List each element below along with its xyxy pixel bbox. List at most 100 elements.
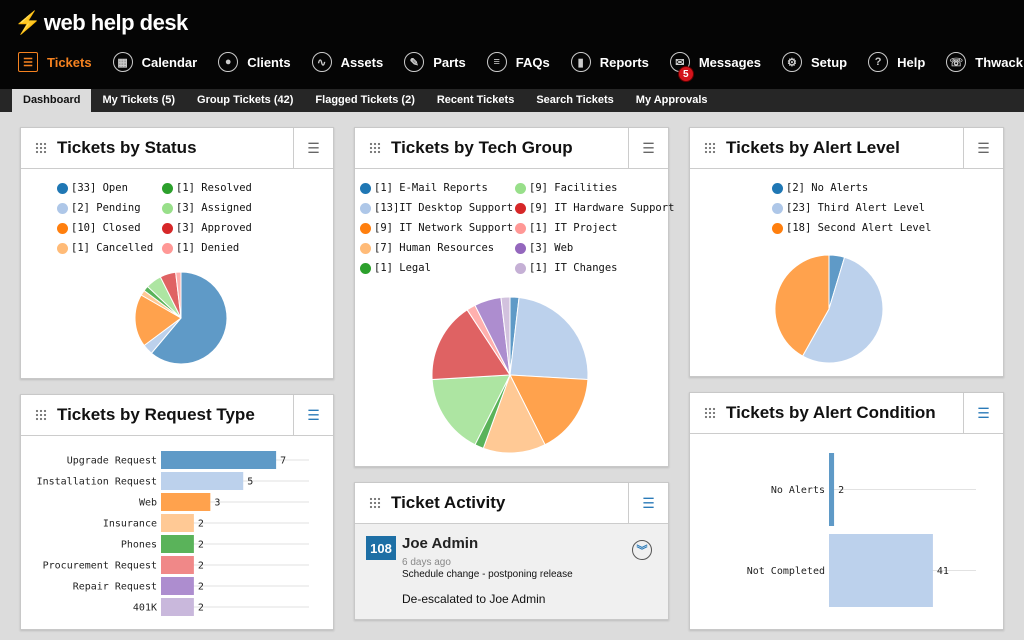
legend-item[interactable]: [33] Open [57, 182, 128, 194]
ticket-number-badge[interactable]: 108 [366, 536, 396, 560]
legend-label: [3] Approved [176, 222, 252, 234]
legend-item[interactable]: [3] Approved [162, 222, 252, 234]
pie-slice[interactable] [482, 373, 546, 454]
value-label: 5 [247, 477, 253, 488]
legend-item[interactable]: [13]IT Desktop Support [360, 202, 513, 214]
nav-label: Help [897, 54, 926, 70]
legend-item[interactable]: [18] Second Alert Level [772, 222, 931, 234]
bar[interactable] [161, 556, 194, 574]
nav-assets[interactable]: ∿ Assets [311, 52, 383, 72]
legend-item[interactable]: [2] Pending [57, 202, 141, 214]
nav-messages[interactable]: ✉ Messages 5 [669, 52, 761, 82]
subnav-tab[interactable]: My Approvals [635, 94, 708, 106]
legend-label: [1] Resolved [176, 182, 252, 194]
pie-slice[interactable] [431, 309, 511, 381]
pie-slice[interactable] [431, 374, 511, 446]
legend-item[interactable]: [1] Legal [360, 262, 431, 274]
pie-slice[interactable] [774, 254, 830, 357]
nav-setup[interactable]: ⚙ Setup [781, 52, 847, 72]
legend-label: [18] Second Alert Level [786, 222, 932, 234]
panel-title: Tickets by Request Type [57, 405, 255, 424]
panel-tickets-by-request-type: Tickets by Request Type ☰ Upgrade Request… [20, 394, 334, 630]
nav-tickets[interactable]: ☰ Tickets [18, 52, 92, 72]
legend-label: [2] Pending [71, 202, 141, 214]
pie-slice[interactable] [134, 294, 182, 347]
legend-item[interactable]: [1] E-Mail Reports [360, 182, 488, 194]
activity-note: De-escalated to Joe Admin [402, 592, 546, 606]
legend-item[interactable]: [9] IT Network Support [360, 222, 513, 234]
legend-item[interactable]: [9] IT Hardware Support [515, 202, 674, 214]
panel-menu-button[interactable]: ☰ [963, 393, 1003, 434]
value-label: 41 [937, 566, 949, 577]
unread-badge: 5 [677, 66, 694, 82]
legend-item[interactable]: [1] Resolved [162, 182, 252, 194]
legend-swatch [57, 242, 68, 254]
drag-handle-icon[interactable] [704, 142, 716, 154]
subnav-tab[interactable]: My Tickets (5) [102, 94, 176, 106]
subnav-tab[interactable]: Dashboard [12, 89, 92, 112]
legend-item[interactable]: [7] Human Resources [360, 242, 494, 254]
legend-item[interactable]: [23] Third Alert Level [772, 202, 925, 214]
category-label: No Alerts [771, 485, 825, 496]
bar[interactable] [161, 451, 277, 469]
pie-slice[interactable] [175, 271, 182, 319]
nav-clients[interactable]: ● Clients [218, 52, 291, 72]
pie-slice[interactable] [509, 374, 589, 446]
legend-item[interactable]: [1] Denied [162, 242, 239, 254]
bar[interactable] [161, 598, 194, 616]
drag-handle-icon[interactable] [369, 497, 381, 509]
bar[interactable] [161, 493, 211, 511]
pie-slice[interactable] [500, 296, 511, 376]
drag-handle-icon[interactable] [35, 142, 47, 154]
panel-title: Tickets by Tech Group [391, 138, 573, 157]
bar[interactable] [161, 577, 194, 595]
subnav-tab[interactable]: Group Tickets (42) [197, 94, 294, 106]
legend-label: [33] Open [71, 182, 128, 194]
bar[interactable] [161, 535, 194, 553]
legend-item[interactable]: [3] Assigned [162, 202, 252, 214]
nav-thwack[interactable]: ☏ Thwack [946, 52, 1023, 72]
expand-chevron-icon[interactable]: ︾ [632, 540, 652, 560]
legend-item[interactable]: [2] No Alerts [772, 182, 868, 194]
nav-parts[interactable]: ✎ Parts [404, 52, 466, 72]
legend-swatch [57, 202, 68, 214]
nav-help[interactable]: ? Help [868, 52, 925, 72]
subnav-tab[interactable]: Search Tickets [536, 94, 614, 106]
category-label: 401K [133, 603, 157, 614]
bar[interactable] [161, 472, 244, 490]
category-label: Procurement Request [43, 561, 157, 572]
legend-item[interactable]: [1] IT Project [515, 222, 618, 234]
legend-item[interactable]: [1] IT Changes [515, 262, 618, 274]
legend-label: [2] No Alerts [786, 182, 869, 194]
pie-slice[interactable] [150, 271, 228, 365]
bar[interactable] [829, 453, 835, 526]
category-label: Upgrade Request [67, 456, 157, 467]
nav-reports[interactable]: ▮ Reports [570, 52, 649, 72]
drag-handle-icon[interactable] [369, 142, 381, 154]
legend-item[interactable]: [3] Web [515, 242, 573, 254]
logo[interactable]: ⚡ web help desk [14, 10, 188, 36]
nav-faqs[interactable]: ≡ FAQs [486, 52, 550, 72]
subnav-tab[interactable]: Recent Tickets [436, 94, 515, 106]
panel-menu-button[interactable]: ☰ [963, 128, 1003, 169]
panel-menu-button[interactable]: ☰ [628, 128, 668, 169]
legend-item[interactable]: [10] Closed [57, 222, 141, 234]
panel-menu-button[interactable]: ☰ [628, 483, 668, 524]
nav-calendar[interactable]: ▦ Calendar [112, 52, 197, 72]
pie-slice[interactable] [509, 296, 589, 381]
nav-label: Clients [247, 54, 291, 70]
legend-label: [10] Closed [71, 222, 141, 234]
legend-item[interactable]: [1] Cancelled [57, 242, 153, 254]
sub-nav: Dashboard My Tickets (5) Group Tickets (42… [0, 89, 1024, 112]
drag-handle-icon[interactable] [704, 407, 716, 419]
value-label: 2 [198, 540, 204, 551]
pie-slice[interactable] [801, 256, 884, 364]
panel-menu-button[interactable]: ☰ [293, 128, 333, 169]
panel-menu-button[interactable]: ☰ [293, 395, 333, 436]
drag-handle-icon[interactable] [35, 409, 47, 421]
bar[interactable] [161, 514, 194, 532]
bar-chart: Upgrade Request 7 Installation Request 5 Web… [37, 451, 309, 616]
bar[interactable] [829, 534, 933, 607]
subnav-tab[interactable]: Flagged Tickets (2) [315, 94, 415, 106]
legend-item[interactable]: [9] Facilities [515, 182, 618, 194]
